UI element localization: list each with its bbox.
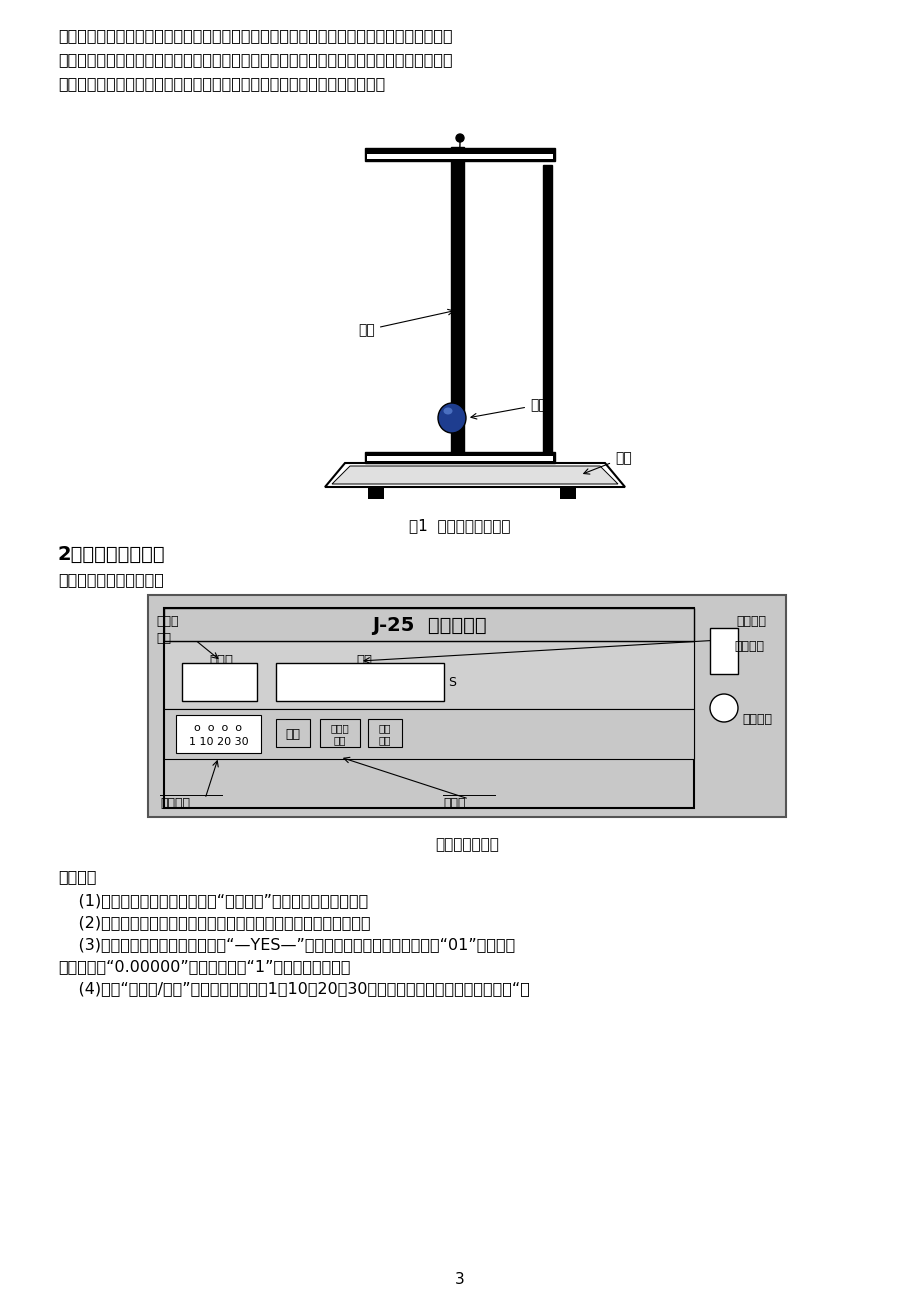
Text: 周期数
显示: 周期数 显示 — [156, 615, 178, 645]
Text: 摆球: 摆球 — [471, 398, 546, 419]
Bar — [560, 488, 575, 499]
Text: 信号输入: 信号输入 — [742, 712, 771, 725]
Bar — [276, 663, 444, 701]
Text: 时间即为单摆的周期，其大小可用周期测定仪来测量。当用周期测定仪测周期时，先将光电门: 时间即为单摆的周期，其大小可用周期测定仪来测量。当用周期测定仪测周期时，先将光电… — [58, 52, 452, 68]
Text: 时间: 时间 — [356, 654, 371, 667]
Bar — [367, 153, 552, 159]
Text: (4)按下“周期数/时间”按钮，选择周期数1、10、20、30中的一个，相应的指示灯亮。再按“开: (4)按下“周期数/时间”按钮，选择周期数1、10、20、30中的一个，相应的指… — [58, 982, 529, 996]
Text: 与小球下的档光条调整好，使档光条置于光电门正中，然后进行周期的测定。: 与小球下的档光条调整好，使档光条置于光电门正中，然后进行周期的测定。 — [58, 75, 385, 91]
Text: (2)将电源线插入仪器后面的电源插座，保险丝安装在电源插座内。: (2)将电源线插入仪器后面的电源插座，保险丝安装在电源插座内。 — [58, 915, 370, 930]
Bar — [182, 663, 256, 701]
Bar — [148, 595, 785, 816]
Text: 仪器面板示意图: 仪器面板示意图 — [435, 837, 498, 852]
Text: 图1  大学单摆仪示意图: 图1 大学单摆仪示意图 — [409, 517, 510, 533]
Text: 开始
测量: 开始 测量 — [379, 723, 391, 745]
Bar — [368, 719, 402, 748]
Text: (1)首先将光电开关连接线插入“信号输入”口，调整好光电开关。: (1)首先将光电开关连接线插入“信号输入”口，调整好光电开关。 — [58, 893, 368, 907]
Text: 电源开关: 电源开关 — [733, 640, 763, 653]
Bar — [176, 715, 261, 753]
Text: 3: 3 — [455, 1271, 464, 1287]
Bar — [365, 148, 554, 161]
Bar — [164, 608, 693, 641]
Text: 复位: 复位 — [285, 728, 301, 741]
Bar — [368, 488, 383, 499]
Text: 周期数
时间: 周期数 时间 — [330, 723, 349, 745]
Ellipse shape — [443, 407, 452, 415]
Text: 周期数: 周期数 — [209, 654, 233, 667]
Text: 仪器面板结构如下图所示: 仪器面板结构如下图所示 — [58, 572, 164, 588]
Text: 示框内显示“0.00000”，测量指示的“1”上方的指示灯亮。: 示框内显示“0.00000”，测量指示的“1”上方的指示灯亮。 — [58, 959, 350, 974]
Text: 使用方法: 使用方法 — [58, 868, 96, 884]
Text: 底座: 底座 — [584, 451, 631, 474]
Bar — [276, 719, 310, 748]
Bar — [709, 628, 737, 673]
Bar — [542, 165, 551, 460]
Bar — [164, 608, 693, 809]
Text: (3)接通电源，时间显示框内显示“—YES—”，几秒后，周期数显示框内显示“01”，时间显: (3)接通电源，时间显示框内显示“—YES—”，几秒后，周期数显示框内显示“01… — [58, 937, 515, 952]
Bar — [367, 456, 552, 461]
Bar — [164, 641, 693, 708]
Text: J-25  周期测定仪: J-25 周期测定仪 — [371, 616, 486, 634]
Text: 2、周期测定仪介绍: 2、周期测定仪介绍 — [58, 545, 165, 564]
Bar — [450, 147, 463, 460]
Circle shape — [709, 694, 737, 722]
Polygon shape — [324, 463, 624, 488]
Text: 1 10 20 30: 1 10 20 30 — [188, 737, 248, 747]
Circle shape — [456, 134, 463, 142]
Text: S: S — [448, 676, 456, 689]
Text: o  o  o  o: o o o o — [194, 723, 243, 733]
Polygon shape — [332, 465, 618, 484]
Bar — [365, 452, 554, 463]
Text: 测量指示: 测量指示 — [160, 797, 190, 810]
Text: 时间显示: 时间显示 — [735, 615, 766, 628]
Text: 支杆: 支杆 — [357, 309, 453, 337]
Ellipse shape — [437, 403, 466, 433]
Bar — [320, 719, 359, 748]
Text: 移动，使其离开平衡位置，然后释放，小球在重力的作用下，开始摆动。单摆往返一次摆动的: 移动，使其离开平衡位置，然后释放，小球在重力的作用下，开始摆动。单摆往返一次摆动… — [58, 29, 452, 43]
Text: 功能键: 功能键 — [443, 797, 465, 810]
Bar — [164, 708, 693, 759]
